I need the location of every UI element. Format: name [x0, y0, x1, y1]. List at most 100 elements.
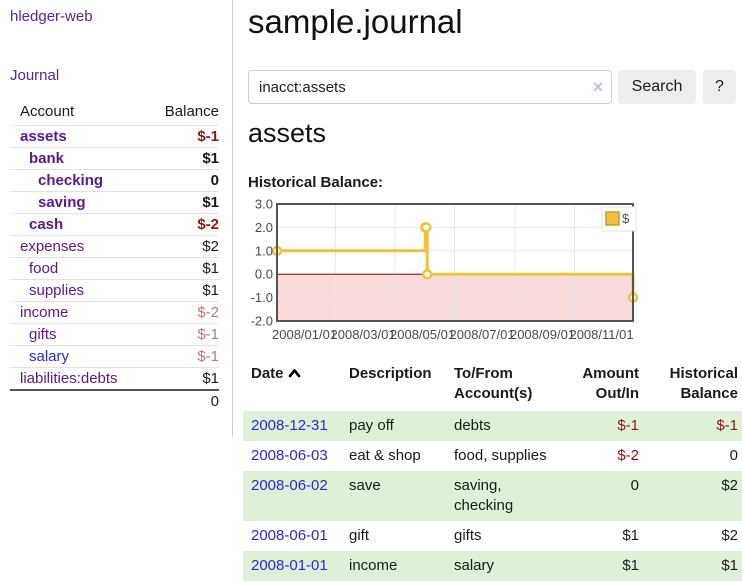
accounts-table: Account Balance assets $-1 bank $1 check…	[10, 100, 219, 414]
transaction-balance: $1	[721, 557, 738, 574]
accounts-header-balance: Balance	[164, 103, 219, 120]
account-link-liabilities-debts[interactable]: liabilities:debts	[20, 370, 118, 387]
svg-text:2008/07/01: 2008/07/01	[450, 327, 515, 342]
account-row: food $1	[10, 257, 219, 280]
transaction-accounts: debts	[454, 417, 491, 434]
svg-text:3.0: 3.0	[255, 198, 273, 212]
register-table: Date Description To/From Account(s) Amou…	[243, 360, 742, 581]
transaction-date-link[interactable]: 2008-01-01	[251, 557, 328, 574]
account-balance: $-1	[197, 128, 219, 145]
account-balance: $1	[202, 370, 219, 387]
transaction-amount: $1	[622, 527, 639, 544]
transaction-accounts: saving, checking	[454, 477, 514, 514]
svg-text:1.0: 1.0	[255, 243, 273, 258]
help-button[interactable]: ?	[703, 70, 736, 104]
transaction-amount: 0	[630, 477, 639, 494]
transaction-balance: $2	[721, 527, 738, 544]
transaction-accounts: salary	[454, 557, 495, 574]
search-input[interactable]	[248, 70, 612, 104]
transaction-balance: 0	[729, 447, 738, 464]
transaction-description: eat & shop	[349, 447, 421, 464]
account-balance: $1	[202, 194, 219, 211]
transaction-description: pay off	[349, 417, 394, 434]
transaction-date-link[interactable]: 2008-06-01	[251, 527, 328, 544]
search-button[interactable]: Search	[618, 70, 696, 104]
page-title: sample.journal	[248, 3, 463, 40]
svg-text:2008/09/01: 2008/09/01	[510, 327, 575, 342]
account-balance: 0	[210, 172, 219, 189]
svg-text:-1.0: -1.0	[251, 290, 273, 305]
transaction-amount: $1	[622, 557, 639, 574]
account-balance: $-1	[197, 348, 219, 365]
search-form: × Search ?	[248, 70, 742, 104]
svg-text:2008/11/01: 2008/11/01	[569, 327, 633, 342]
account-link-salary[interactable]: salary	[29, 348, 70, 365]
account-link-saving[interactable]: saving	[38, 194, 86, 211]
transaction-description: gift	[349, 527, 370, 544]
chart-title: Historical Balance:	[248, 174, 384, 191]
column-header-balance[interactable]: Historical Balance	[669, 365, 738, 402]
transaction-date-link[interactable]: 2008-12-31	[251, 417, 328, 434]
account-row: salary $-1	[10, 345, 219, 368]
svg-text:$: $	[622, 211, 630, 226]
sidebar-item-journal[interactable]: Journal	[10, 67, 60, 84]
column-header-accounts[interactable]: To/From Account(s)	[454, 365, 533, 402]
transaction-row: 2008-06-01 gift gifts $1 $2	[243, 521, 742, 551]
account-link-food[interactable]: food	[29, 260, 59, 277]
sort-ascending-icon	[288, 364, 301, 384]
transaction-description: save	[349, 477, 381, 494]
transaction-description: income	[349, 557, 398, 574]
accounts-header-account: Account	[20, 103, 75, 120]
svg-text:2008/05/01: 2008/05/01	[390, 327, 455, 342]
account-balance: $-1	[197, 326, 219, 343]
account-heading: assets	[248, 118, 327, 148]
transaction-balance: $2	[721, 477, 738, 494]
account-row: cash $-2	[10, 213, 219, 236]
column-header-description[interactable]: Description	[349, 365, 432, 382]
account-row: assets $-1	[10, 125, 219, 148]
transaction-date-link[interactable]: 2008-06-03	[251, 447, 328, 464]
transaction-row: 2008-12-31 pay off debts $-1 $-1	[243, 411, 742, 441]
transaction-row: 2008-06-02 save saving, checking 0 $2	[243, 471, 742, 521]
account-row: liabilities:debts $1	[10, 367, 219, 391]
account-row: gifts $-1	[10, 323, 219, 346]
column-header-date-label: Date	[251, 365, 284, 382]
account-link-bank[interactable]: bank	[29, 150, 65, 167]
column-header-date[interactable]: Date	[243, 360, 345, 411]
app-title-link[interactable]: hledger-web	[10, 8, 93, 25]
column-header-amount[interactable]: Amount Out/In	[582, 365, 639, 402]
account-row: income $-2	[10, 301, 219, 324]
transaction-accounts: gifts	[454, 527, 482, 544]
transaction-row: 2008-01-01 income salary $1 $1	[243, 551, 742, 581]
account-row: bank $1	[10, 147, 219, 170]
account-link-income[interactable]: income	[20, 304, 69, 321]
clear-search-icon[interactable]: ×	[592, 77, 604, 97]
account-row: saving $1	[10, 191, 219, 214]
svg-text:0.0: 0.0	[255, 267, 273, 282]
transaction-amount: $-2	[617, 447, 639, 464]
account-link-expenses[interactable]: expenses	[20, 238, 85, 255]
account-balance: $1	[202, 282, 219, 299]
account-link-gifts[interactable]: gifts	[29, 326, 57, 343]
register-header-row: Date Description To/From Account(s) Amou…	[243, 360, 742, 411]
account-balance: $1	[202, 260, 219, 277]
account-link-cash[interactable]: cash	[29, 216, 64, 233]
transaction-date-link[interactable]: 2008-06-02	[251, 477, 328, 494]
accounts-total-value: 0	[210, 393, 219, 410]
account-row: checking 0	[10, 169, 219, 192]
account-link-supplies[interactable]: supplies	[29, 282, 85, 299]
account-link-checking[interactable]: checking	[38, 172, 104, 189]
register-section: Date Description To/From Account(s) Amou…	[243, 360, 742, 581]
transaction-balance: $-1	[716, 417, 738, 434]
svg-text:2008/03/01: 2008/03/01	[331, 327, 396, 342]
sidebar: hledger-web Journal Account Balance asse…	[0, 0, 233, 437]
account-link-assets[interactable]: assets	[20, 128, 67, 145]
account-balance: $2	[202, 238, 219, 255]
svg-text:2008/01/01: 2008/01/01	[272, 327, 337, 342]
account-balance: $-2	[197, 304, 219, 321]
accounts-total-row: 0	[10, 390, 219, 414]
transaction-accounts: food, supplies	[454, 447, 547, 464]
account-row: supplies $1	[10, 279, 219, 302]
svg-text:-2.0: -2.0	[251, 314, 273, 329]
